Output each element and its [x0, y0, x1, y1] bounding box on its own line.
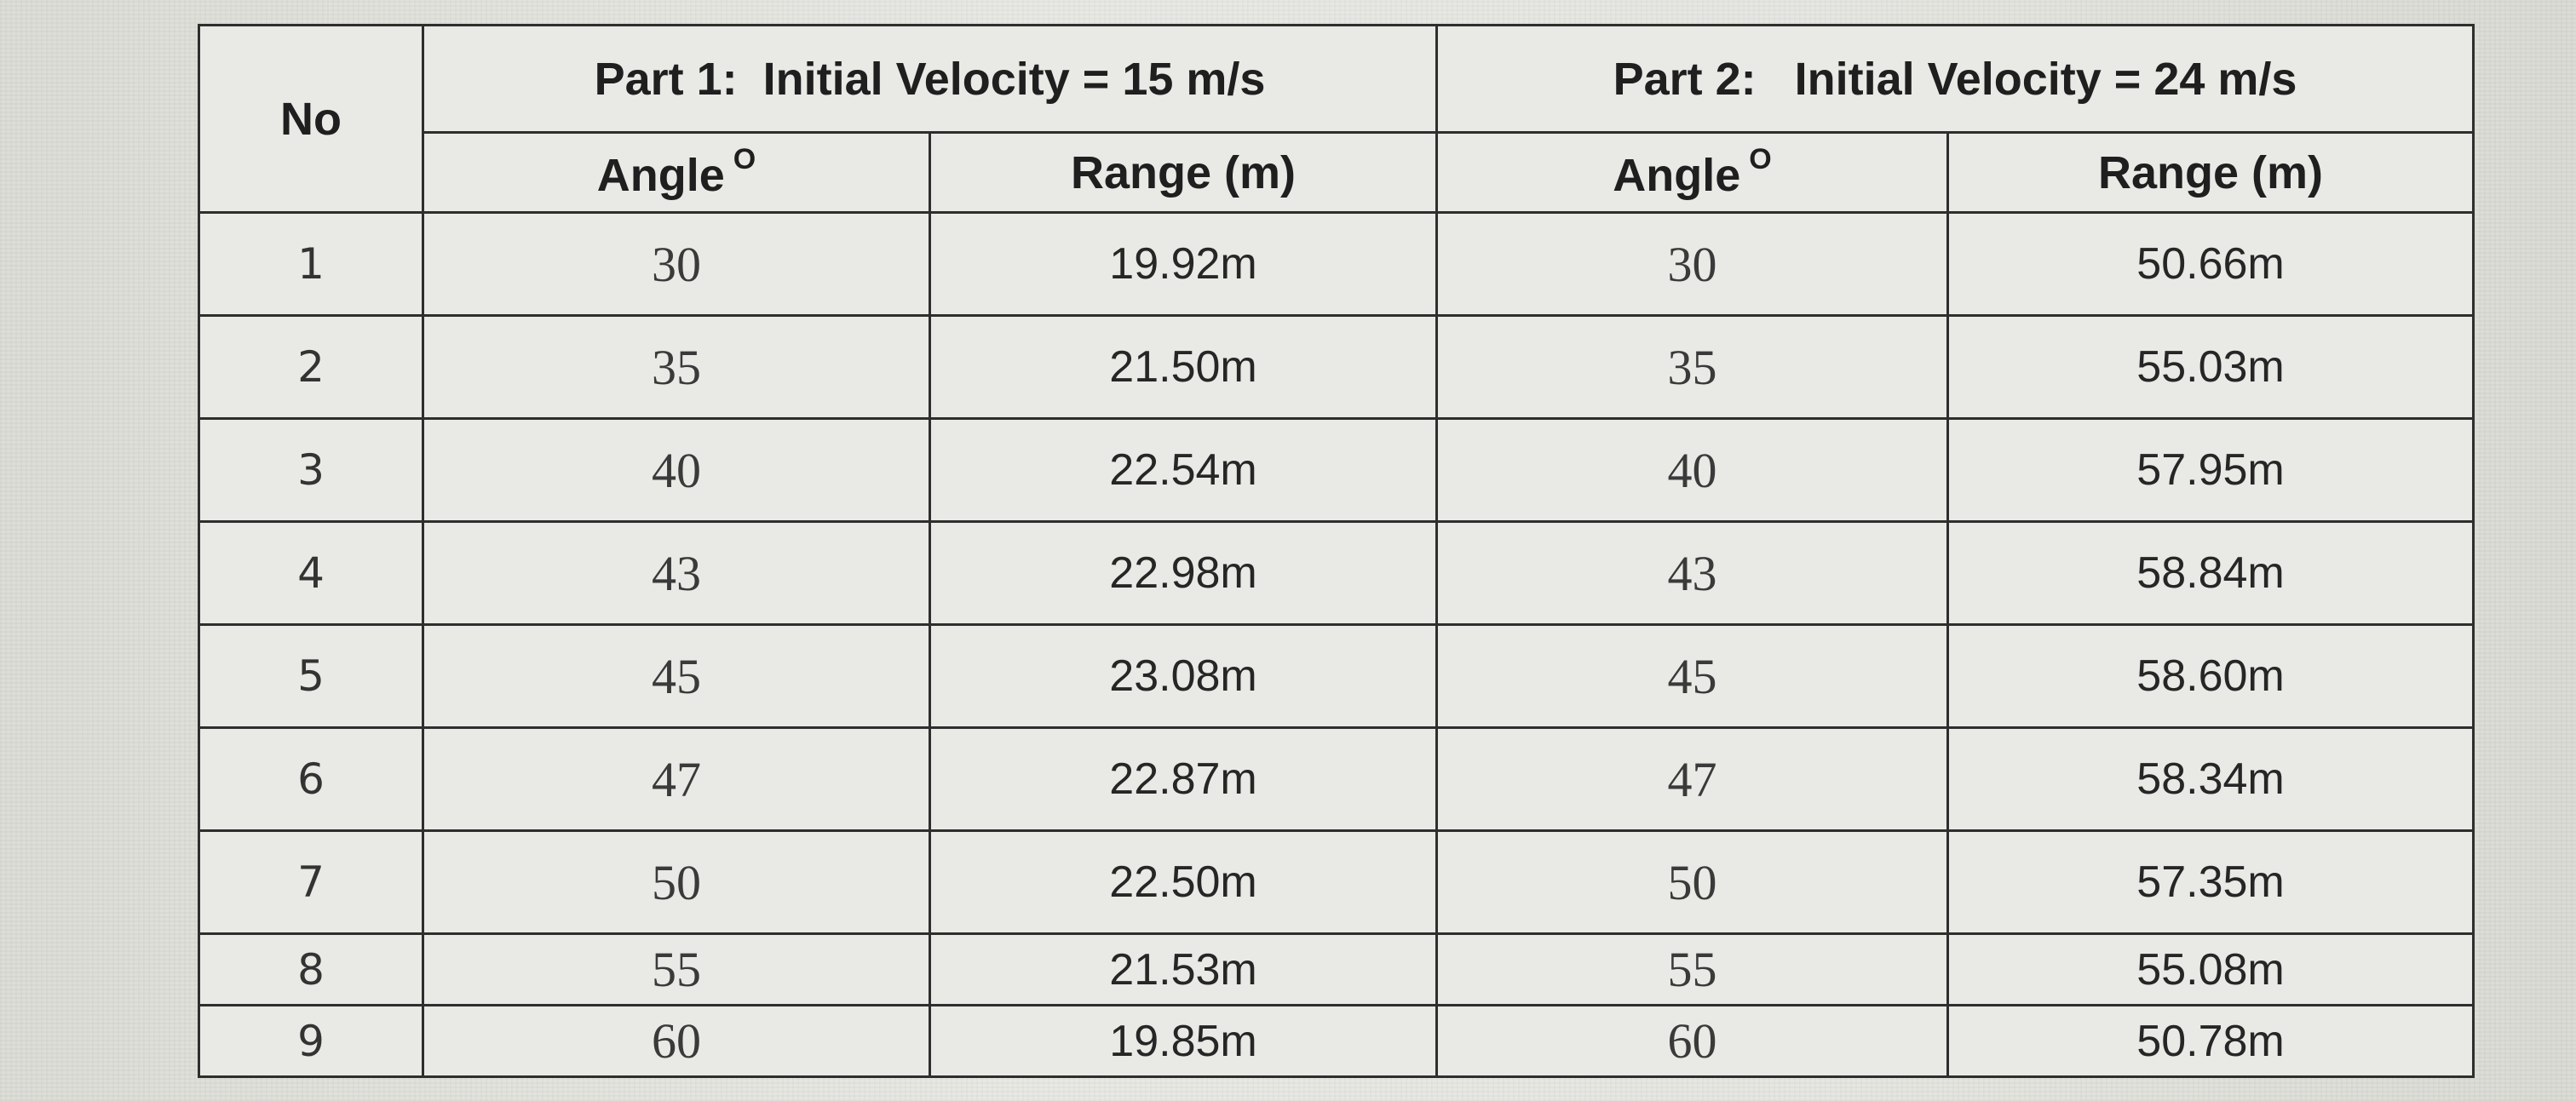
no-header: No: [198, 24, 424, 214]
part1-angle: 40: [422, 417, 931, 523]
part1-range: 21.50m: [928, 314, 1439, 420]
part1-range: 22.54m: [928, 417, 1439, 523]
part1-angle: 43: [422, 520, 931, 626]
part2-angle: 45: [1435, 623, 1950, 729]
table-row: 6 47 22.87m 47 58.34m: [198, 726, 2475, 832]
row-number: 3: [198, 417, 424, 523]
part1-angle: 50: [422, 829, 931, 935]
part2-header: Part 2: Initial Velocity = 24 m/s: [1435, 24, 2475, 134]
part1-range: 19.92m: [928, 211, 1439, 317]
part2-angle: 43: [1435, 520, 1950, 626]
table-row: 4 43 22.98m 43 58.84m: [198, 520, 2475, 626]
part2-angle: 40: [1435, 417, 1950, 523]
row-number: 4: [198, 520, 424, 626]
angle-label: Angle: [1613, 150, 1741, 201]
part2-angle-header: Angle O: [1435, 131, 1950, 214]
part2-range: 57.35m: [1946, 829, 2475, 935]
part2-range: 57.95m: [1946, 417, 2475, 523]
table-row: 3 40 22.54m 40 57.95m: [198, 417, 2475, 523]
table-row: 1 30 19.92m 30 50.66m: [198, 211, 2475, 317]
row-number: 5: [198, 623, 424, 729]
header-row-columns: Angle O Range (m) Angle O Range (m): [199, 131, 2475, 214]
part1-range: 22.50m: [928, 829, 1439, 935]
table-row: 9 60 19.85m 60 50.78m: [198, 1004, 2475, 1078]
part2-range: 58.84m: [1946, 520, 2475, 626]
part1-range: 22.87m: [928, 726, 1439, 832]
row-number: 7: [198, 829, 424, 935]
degree-mark: O: [1749, 143, 1772, 175]
part1-angle-header: Angle O: [422, 131, 931, 214]
part1-angle: 60: [422, 1004, 931, 1078]
part1-angle: 47: [422, 726, 931, 832]
part2-range: 58.60m: [1946, 623, 2475, 729]
table-row: 2 35 21.50m 35 55.03m: [198, 314, 2475, 420]
part1-range: 22.98m: [928, 520, 1439, 626]
part1-range-header: Range (m): [928, 131, 1439, 214]
part1-angle: 35: [422, 314, 931, 420]
part1-angle: 30: [422, 211, 931, 317]
part2-angle: 60: [1435, 1004, 1950, 1078]
part1-angle: 45: [422, 623, 931, 729]
part1-range: 23.08m: [928, 623, 1439, 729]
part2-angle: 35: [1435, 314, 1950, 420]
table-row: 7 50 22.50m 50 57.35m: [198, 829, 2475, 935]
degree-mark: O: [733, 143, 756, 175]
part1-header: Part 1: Initial Velocity = 15 m/s: [421, 24, 1439, 134]
table-row: 5 45 23.08m 45 58.60m: [198, 623, 2475, 729]
projectile-range-table: No Part 1: Initial Velocity = 15 m/s Par…: [198, 24, 2475, 1078]
part2-range: 55.03m: [1946, 314, 2475, 420]
part2-range: 50.66m: [1946, 211, 2475, 317]
part2-angle: 30: [1435, 211, 1950, 317]
part2-range: 55.08m: [1946, 932, 2475, 1006]
part2-range: 58.34m: [1946, 726, 2475, 832]
row-number: 9: [198, 1004, 424, 1078]
angle-label: Angle: [596, 150, 725, 201]
row-number: 6: [198, 726, 424, 832]
row-number: 1: [198, 211, 424, 317]
part2-range: 50.78m: [1946, 1004, 2475, 1078]
part2-angle: 47: [1435, 726, 1950, 832]
part2-range-header: Range (m): [1946, 131, 2475, 214]
part2-angle: 55: [1435, 932, 1950, 1006]
table-row: 8 55 21.53m 55 55.08m: [198, 932, 2475, 1006]
row-number: 2: [198, 314, 424, 420]
header-row-parts: No Part 1: Initial Velocity = 15 m/s Par…: [198, 24, 2475, 214]
part2-angle: 50: [1435, 829, 1950, 935]
part1-range: 19.85m: [928, 1004, 1439, 1078]
part1-angle: 55: [422, 932, 931, 1006]
part1-range: 21.53m: [928, 932, 1439, 1006]
row-number: 8: [198, 932, 424, 1006]
